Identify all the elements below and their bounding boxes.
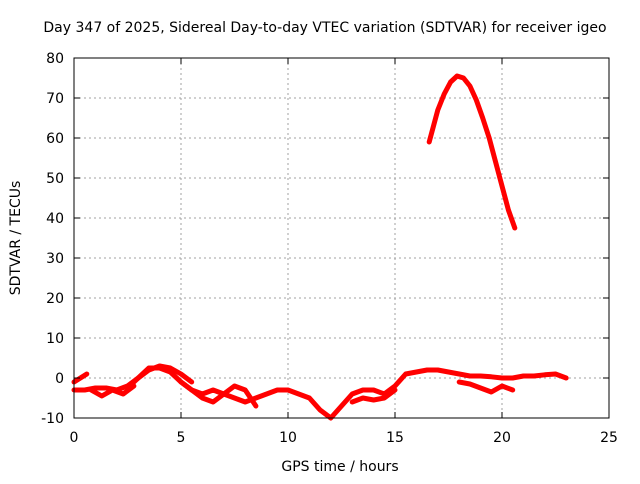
- series-line-satellite-arc-spike: [426, 73, 518, 231]
- grid-layer: [74, 58, 609, 418]
- chart-title: Day 347 of 2025, Sidereal Day-to-day VTE…: [43, 20, 606, 36]
- series-layer: [71, 73, 569, 421]
- y-tick-label: 10: [46, 331, 64, 347]
- series-line-satellite-arc-evening: [456, 379, 516, 395]
- series-line-satellite-arc-early-a: [71, 371, 90, 385]
- y-tick-label: 60: [46, 131, 64, 147]
- x-tick-label: 20: [493, 430, 511, 446]
- y-tick-label: 80: [46, 51, 64, 67]
- x-tick-label: 0: [70, 430, 79, 446]
- x-tick-label: 15: [386, 430, 404, 446]
- x-axis-label: GPS time / hours: [281, 459, 398, 475]
- x-tick-label: 25: [600, 430, 618, 446]
- y-tick-label: 40: [46, 211, 64, 227]
- y-tick-label: -10: [41, 411, 64, 427]
- series-line-satellite-arc-morning: [127, 363, 195, 389]
- tick-layer: 0 5 10 15 20 25 -10 0 10 20 30 40 50 60 70 80: [41, 51, 618, 446]
- x-tick-label: 5: [177, 430, 186, 446]
- y-tick-label: 30: [46, 251, 64, 267]
- y-axis-label: SDTVAR / TECUs: [8, 181, 24, 296]
- y-tick-label: 0: [55, 371, 64, 387]
- series-line-satellite-arc-early-b: [88, 383, 137, 399]
- series-line-satellite-arc-afternoon: [349, 387, 398, 405]
- x-tick-label: 10: [279, 430, 297, 446]
- series-line-satellite-arc-midday: [178, 379, 259, 409]
- plot-frame: [73, 57, 610, 419]
- y-tick-label: 70: [46, 91, 64, 107]
- y-tick-label: 20: [46, 291, 64, 307]
- y-tick-label: 50: [46, 171, 64, 187]
